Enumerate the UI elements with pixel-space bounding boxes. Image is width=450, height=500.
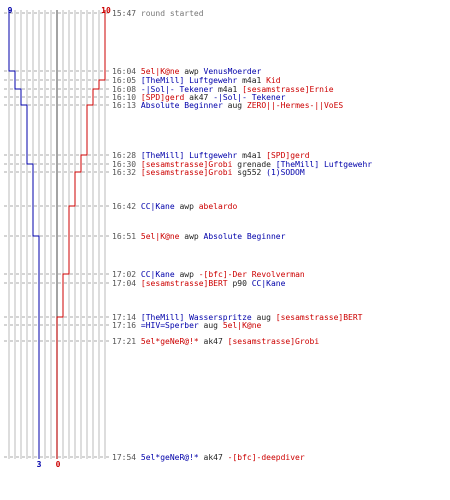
player-name: [TheMill] Luftgewehr — [141, 151, 238, 160]
player-name: =HIV=Sperber — [141, 321, 199, 330]
event-row: 16:04 5el|K@ne awp VenusMoerder — [112, 67, 262, 76]
event-time: 17:02 — [112, 270, 136, 279]
event-time: 16:28 — [112, 151, 136, 160]
blue-end-score: 3 — [37, 460, 42, 469]
event-row: 17:02 CC|Kane awp -[bfc]-Der Revolverman — [112, 270, 305, 279]
player-name: 5el|K@ne — [141, 67, 180, 76]
event-row: 17:14 [TheMill] Wasserspritze aug [sesam… — [112, 313, 363, 322]
player-name: [TheMill] Wasserspritze — [141, 313, 252, 322]
player-name: CC|Kane — [141, 202, 175, 211]
player-name: 5el|K@ne — [141, 232, 180, 241]
player-name: [TheMill] Luftgewehr — [276, 160, 373, 169]
weapon-label: awp — [179, 67, 203, 76]
event-time: 15:47 — [112, 9, 136, 18]
event-time: 17:04 — [112, 279, 136, 288]
red-start-score: 10 — [101, 6, 111, 15]
event-row: 16:13 Absolute Beginner aug ZERO||-Herme… — [112, 101, 343, 110]
player-name: 5el*geNeR@!* — [141, 337, 199, 346]
event-row: 16:05 [TheMill] Luftgewehr m4a1 Kid — [112, 76, 281, 85]
player-name: -[bfc]-Der Revolverman — [199, 270, 305, 279]
weapon-label: grenade — [232, 160, 275, 169]
player-name: ZERO||-Hermes-||VoES — [247, 101, 344, 110]
event-row: 15:47 round started — [112, 9, 204, 18]
weapon-label: ak47 — [199, 337, 228, 346]
player-name: -|Sol|- Tekener — [141, 85, 213, 94]
player-name: [sesamstrasse]BERT — [141, 279, 228, 288]
event-time: 16:42 — [112, 202, 136, 211]
event-row: 16:08 -|Sol|- Tekener m4a1 [sesamstrasse… — [112, 85, 334, 94]
blue-team-score-line — [8, 10, 40, 459]
weapon-label: aug — [223, 101, 247, 110]
player-name: CC|Kane — [252, 279, 286, 288]
event-time: 17:21 — [112, 337, 136, 346]
player-name: Absolute Beginner — [204, 232, 286, 241]
event-row: 16:28 [TheMill] Luftgewehr m4a1 [SPD]ger… — [112, 151, 310, 160]
event-time: 16:05 — [112, 76, 136, 85]
weapon-label: ak47 — [199, 453, 228, 462]
player-name: [sesamstrasse]BERT — [276, 313, 363, 322]
weapon-label: p90 — [228, 279, 252, 288]
weapon-label: m4a1 — [237, 76, 266, 85]
player-name: [TheMill] Luftgewehr — [141, 76, 238, 85]
event-time: 16:10 — [112, 93, 136, 102]
event-time: 16:30 — [112, 160, 136, 169]
weapon-label: aug — [199, 321, 223, 330]
weapon-label: awp — [179, 232, 203, 241]
weapon-label: awp — [175, 270, 199, 279]
event-row: 16:10 [SPD]gerd ak47 -|Sol|- Tekener — [112, 93, 286, 102]
event-note: round started — [141, 9, 204, 18]
event-time: 16:08 — [112, 85, 136, 94]
event-time: 17:14 — [112, 313, 136, 322]
player-name: [SPD]gerd — [266, 151, 310, 160]
player-name: [sesamstrasse]Grobi — [141, 168, 233, 177]
player-name: Kid — [266, 76, 281, 85]
event-row: 17:21 5el*geNeR@!* ak47 [sesamstrasse]Gr… — [112, 337, 319, 346]
player-name: 5el|K@ne — [223, 321, 262, 330]
player-name: VenusMoerder — [204, 67, 262, 76]
player-name: [sesamstrasse]Grobi — [141, 160, 233, 169]
blue-start-score: 9 — [8, 6, 13, 15]
player-name: [sesamstrasse]Grobi — [228, 337, 320, 346]
event-row: 17:16 =HIV=Sperber aug 5el|K@ne — [112, 321, 262, 330]
player-name: -[bfc]-deepdiver — [228, 453, 305, 462]
event-time: 16:32 — [112, 168, 136, 177]
event-row: 17:54 5el*geNeR@!* ak47 -[bfc]-deepdiver — [112, 453, 305, 462]
event-time: 16:51 — [112, 232, 136, 241]
event-row: 17:04 [sesamstrasse]BERT p90 CC|Kane — [112, 279, 286, 288]
weapon-label: sg552 — [232, 168, 266, 177]
event-time: 16:13 — [112, 101, 136, 110]
event-row: 16:32 [sesamstrasse]Grobi sg552 (1)SODOM — [112, 168, 305, 177]
player-name: (1)SODOM — [266, 168, 305, 177]
event-time: 16:04 — [112, 67, 136, 76]
player-name: [SPD]gerd — [141, 93, 185, 102]
weapon-label: awp — [175, 202, 199, 211]
red-team-score-line — [56, 10, 106, 459]
weapon-label: ak47 — [184, 93, 213, 102]
event-row: 16:42 CC|Kane awp abelardo — [112, 202, 237, 211]
weapon-label: m4a1 — [237, 151, 266, 160]
event-row: 16:51 5el|K@ne awp Absolute Beginner — [112, 232, 286, 241]
weapon-label: m4a1 — [213, 85, 242, 94]
score-grid — [8, 10, 106, 459]
red-end-score: 0 — [56, 460, 61, 469]
weapon-label: aug — [252, 313, 276, 322]
event-time: 17:16 — [112, 321, 136, 330]
event-list: 15:47 round started 16:04 5el|K@ne awp Ve… — [112, 9, 372, 462]
player-name: [sesamstrasse]Ernie — [242, 85, 334, 94]
player-name: abelardo — [199, 202, 238, 211]
score-lines — [8, 10, 106, 459]
event-time: 17:54 — [112, 453, 136, 462]
player-name: CC|Kane — [141, 270, 175, 279]
player-name: Absolute Beginner — [141, 101, 223, 110]
score-labels: 9 10 3 0 — [8, 6, 111, 469]
player-name: -|Sol|- Tekener — [213, 93, 285, 102]
player-name: 5el*geNeR@!* — [141, 453, 199, 462]
event-row: 16:30 [sesamstrasse]Grobi grenade [TheMi… — [112, 160, 372, 169]
